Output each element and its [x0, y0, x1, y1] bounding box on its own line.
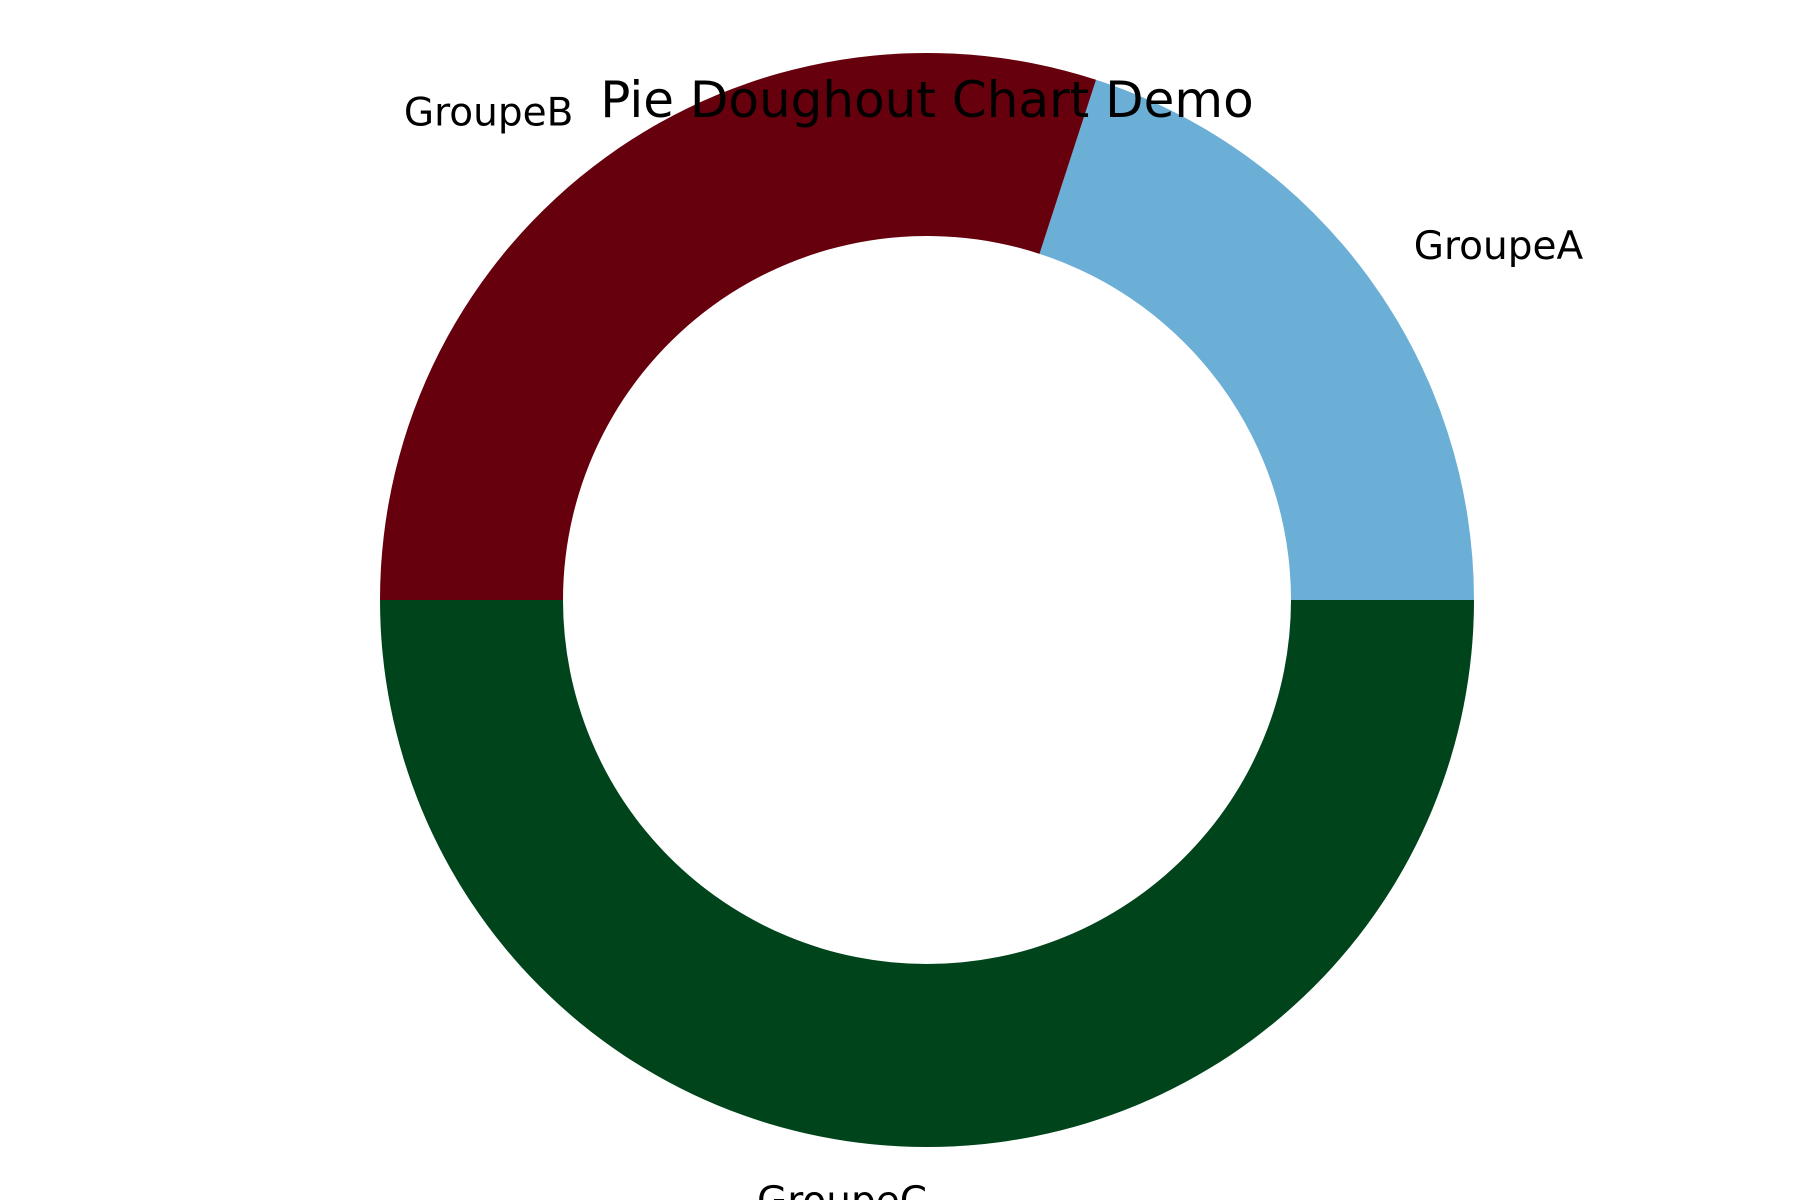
slice-groupec: [380, 600, 1474, 1147]
slice-label-groupeb: GroupeB: [404, 91, 573, 136]
slice-label-groupea: GroupeA: [1414, 224, 1584, 269]
slice-label-groupec: GroupeC: [757, 1179, 927, 1200]
labels-layer: GroupeA GroupeB GroupeC: [404, 91, 1584, 1200]
slice-groupeb: [380, 52, 1097, 601]
slices-layer: [380, 52, 1474, 1147]
chart-title: Pie Doughout Chart Demo: [600, 71, 1253, 129]
slice-groupea: [1039, 79, 1474, 600]
